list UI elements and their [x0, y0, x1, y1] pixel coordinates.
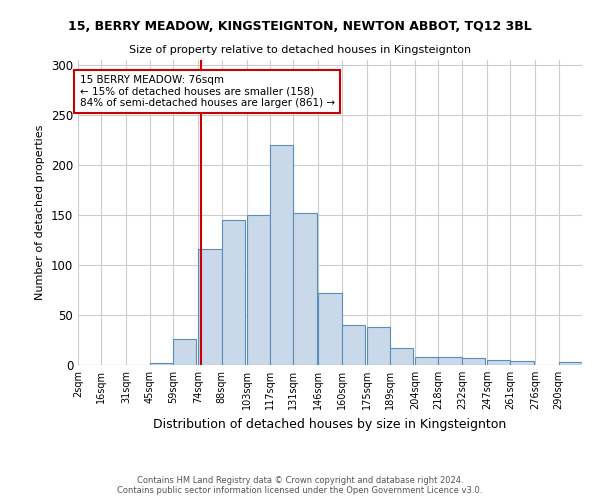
- Bar: [462, 358, 485, 365]
- Text: Size of property relative to detached houses in Kingsteignton: Size of property relative to detached ho…: [129, 45, 471, 55]
- Bar: [367, 327, 390, 365]
- Bar: [293, 213, 317, 365]
- Bar: [198, 249, 221, 365]
- Bar: [270, 145, 293, 365]
- Bar: [439, 357, 462, 365]
- Bar: [319, 293, 341, 365]
- Bar: [390, 348, 413, 365]
- Y-axis label: Number of detached properties: Number of detached properties: [35, 125, 46, 300]
- Bar: [221, 220, 245, 365]
- Bar: [247, 215, 270, 365]
- Text: 15 BERRY MEADOW: 76sqm
← 15% of detached houses are smaller (158)
84% of semi-de: 15 BERRY MEADOW: 76sqm ← 15% of detached…: [80, 75, 335, 108]
- Bar: [510, 361, 533, 365]
- Text: 15, BERRY MEADOW, KINGSTEIGNTON, NEWTON ABBOT, TQ12 3BL: 15, BERRY MEADOW, KINGSTEIGNTON, NEWTON …: [68, 20, 532, 33]
- Bar: [341, 325, 365, 365]
- Text: Contains HM Land Registry data © Crown copyright and database right 2024.
Contai: Contains HM Land Registry data © Crown c…: [118, 476, 482, 495]
- X-axis label: Distribution of detached houses by size in Kingsteignton: Distribution of detached houses by size …: [154, 418, 506, 430]
- Bar: [559, 362, 582, 365]
- Bar: [150, 363, 173, 365]
- Bar: [173, 339, 196, 365]
- Bar: [487, 360, 510, 365]
- Bar: [415, 357, 439, 365]
